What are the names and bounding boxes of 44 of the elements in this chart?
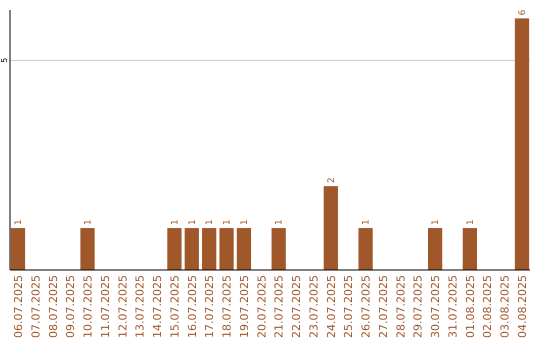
data-label: 1: [84, 219, 94, 226]
data-label: 1: [466, 219, 476, 226]
x-tick-label: 23.07.2025: [307, 275, 320, 338]
x-tick-label: 17.07.2025: [203, 275, 216, 338]
x-tick-label: 04.08.2025: [516, 275, 530, 338]
x-tick-label: 20.07.2025: [255, 275, 268, 338]
x-tick-label: 10.07.2025: [82, 275, 95, 338]
x-tick-label: 21.07.2025: [272, 275, 286, 338]
data-label: 1: [14, 219, 24, 226]
x-tick-label: 13.07.2025: [134, 275, 147, 338]
x-tick-label: 09.07.2025: [64, 275, 78, 338]
x-tick-label: 11.07.2025: [98, 275, 112, 338]
x-tick-label: 26.07.2025: [360, 275, 373, 338]
x-tick-label: 28.07.2025: [394, 275, 408, 338]
data-label: 6: [518, 9, 528, 16]
x-tick-label: 15.07.2025: [168, 275, 182, 338]
x-tick-label: 16.07.2025: [186, 275, 199, 338]
data-label: 1: [431, 219, 442, 226]
x-tick-label: 12.07.2025: [116, 275, 130, 338]
x-tick-label: 01.08.2025: [464, 275, 477, 338]
x-tick-label: 29.07.2025: [412, 275, 425, 338]
y-tick-label: 5: [0, 58, 9, 63]
data-label: 1: [205, 219, 216, 226]
x-tick-label: 24.07.2025: [324, 275, 338, 338]
data-label: 1: [222, 219, 233, 226]
data-label: 1: [362, 219, 372, 226]
x-tick-label: 18.07.2025: [220, 275, 234, 338]
data-label: 2: [326, 177, 337, 184]
x-tick-label: 30.07.2025: [429, 275, 442, 338]
x-tick-label: 02.08.2025: [481, 275, 494, 338]
data-label: 1: [274, 219, 285, 226]
x-tick-label: 07.07.2025: [29, 275, 42, 338]
x-tick-label: 27.07.2025: [376, 275, 390, 338]
data-label: 1: [240, 219, 250, 226]
x-tick-label: 22.07.2025: [290, 275, 304, 338]
x-tick-label: 08.07.2025: [46, 275, 60, 338]
x-tick-label: 03.08.2025: [498, 275, 512, 338]
x-tick-label: 31.07.2025: [446, 275, 460, 338]
x-tick-label: 14.07.2025: [151, 275, 164, 338]
data-label: 1: [170, 219, 180, 226]
x-tick-label: 06.07.2025: [12, 275, 25, 338]
x-tick-label: 25.07.2025: [342, 275, 356, 338]
x-tick-label: 19.07.2025: [238, 275, 251, 338]
data-label: 1: [188, 219, 198, 226]
